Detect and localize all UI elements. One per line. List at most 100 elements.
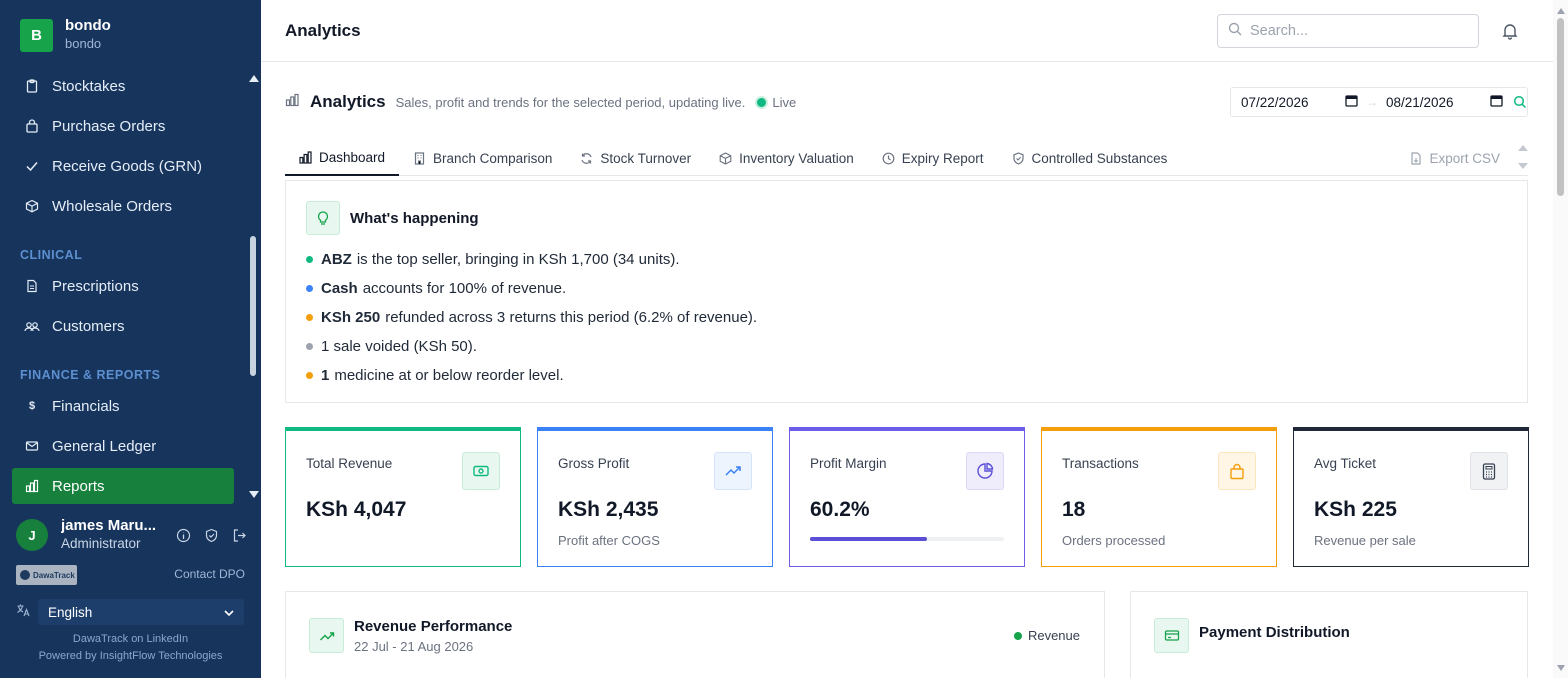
bell-icon[interactable]	[1499, 20, 1521, 42]
kpi-label: Profit Margin	[810, 456, 887, 471]
date-from-input[interactable]: 07/22/2026	[1241, 94, 1358, 110]
payment-distribution-panel: Payment Distribution	[1130, 591, 1528, 678]
tab-controlled-substances[interactable]: Controlled Substances	[998, 140, 1182, 176]
powered-by[interactable]: Powered by InsightFlow Technologies	[38, 650, 223, 662]
page-scroll-down[interactable]	[1557, 665, 1565, 671]
logout-icon[interactable]	[229, 525, 249, 545]
tab-label: Branch Comparison	[433, 150, 553, 166]
brand[interactable]: B bondo bondo	[20, 17, 111, 53]
kpi-value: KSh 4,047	[306, 498, 407, 521]
tab-expiry-report[interactable]: Expiry Report	[868, 140, 998, 176]
insights-title: What's happening	[350, 209, 479, 227]
building-icon	[413, 151, 426, 165]
insights-list: ABZ is the top seller, bringing in KSh 1…	[306, 245, 757, 390]
chart-icon	[285, 93, 300, 112]
scroll-up-arrow[interactable]	[249, 75, 259, 82]
sidebar-nav: Stocktakes Purchase Orders Receive Goods…	[12, 68, 234, 508]
tabs-scroll-arrows[interactable]	[1518, 145, 1528, 171]
list-item: 1 sale voided (KSh 50).	[306, 332, 757, 361]
calendar-icon[interactable]	[1490, 94, 1503, 110]
insight-highlight: 1	[321, 367, 330, 384]
tab-label: Controlled Substances	[1031, 150, 1168, 166]
calculator-icon	[1470, 452, 1508, 490]
date-to-input[interactable]: 08/21/2026	[1386, 94, 1503, 110]
kpi-subtext: Profit after COGS	[558, 533, 660, 548]
search-icon	[1228, 22, 1242, 41]
credit-card-icon	[1154, 618, 1189, 653]
search-input[interactable]	[1250, 23, 1470, 39]
shield-icon	[1012, 151, 1025, 165]
live-indicator-dot	[757, 97, 767, 107]
language-select[interactable]: English	[38, 599, 244, 625]
kpi-value: KSh 225	[1314, 498, 1397, 521]
tab-branch-comparison[interactable]: Branch Comparison	[399, 140, 566, 176]
kpi-card-transactions: Transactions 18 Orders processed	[1041, 427, 1277, 567]
sidebar-item-label: Financials	[52, 397, 120, 415]
users-icon	[24, 318, 40, 334]
kpi-label: Total Revenue	[306, 456, 393, 471]
sidebar-item-customers[interactable]: Customers	[12, 308, 234, 344]
brand-logo: B	[20, 18, 53, 52]
tab-dashboard[interactable]: Dashboard	[285, 140, 400, 176]
user-role: Administrator	[61, 536, 141, 551]
page-scroll-up[interactable]	[1557, 8, 1565, 14]
shopping-bag-icon	[1218, 452, 1256, 490]
sidebar-item-wholesale-orders[interactable]: Wholesale Orders	[12, 188, 234, 224]
shield-check-icon[interactable]	[201, 525, 221, 545]
scroll-down-arrow[interactable]	[249, 491, 259, 498]
user-profile: J james Maru... Administrator	[16, 517, 252, 553]
tabs-scroll-up[interactable]	[1518, 145, 1528, 151]
page-scrollbar[interactable]	[1553, 0, 1568, 678]
info-icon[interactable]	[173, 525, 193, 545]
kpi-value: KSh 2,435	[558, 498, 659, 521]
sidebar-section-finance: FINANCE & REPORTS	[20, 368, 161, 382]
check-icon	[24, 158, 40, 174]
kpi-subtext: Revenue per sale	[1314, 533, 1416, 548]
sidebar-item-label: Prescriptions	[52, 277, 139, 295]
export-csv-button[interactable]: Export CSV	[1410, 140, 1500, 176]
tab-label: Inventory Valuation	[739, 150, 854, 166]
date-to-value: 08/21/2026	[1386, 94, 1454, 110]
search-box[interactable]	[1217, 14, 1479, 48]
sidebar-item-stocktakes[interactable]: Stocktakes	[12, 68, 234, 104]
insight-highlight: Cash	[321, 280, 358, 297]
dollar-icon: $	[28, 400, 36, 412]
contact-dpo-link[interactable]: Contact DPO	[174, 567, 245, 581]
sidebar-item-receive-goods[interactable]: Receive Goods (GRN)	[12, 148, 234, 184]
insight-text: 1 sale voided (KSh 50).	[321, 338, 477, 355]
chart-icon	[24, 478, 40, 494]
sidebar-section-clinical: CLINICAL	[20, 248, 83, 262]
sidebar-item-financials[interactable]: $ Financials	[12, 388, 234, 424]
kpi-subtext: Orders processed	[1062, 533, 1166, 548]
bullet-dot	[306, 285, 313, 292]
clipboard-icon	[24, 78, 40, 94]
sidebar-scrollbar[interactable]	[247, 72, 259, 500]
mail-icon	[24, 438, 40, 454]
page-scroll-thumb[interactable]	[1557, 18, 1564, 196]
sidebar-scroll-thumb[interactable]	[250, 236, 256, 376]
calendar-icon[interactable]	[1345, 94, 1358, 110]
lightbulb-icon	[306, 201, 340, 235]
sidebar-item-purchase-orders[interactable]: Purchase Orders	[12, 108, 234, 144]
tabs-scroll-down[interactable]	[1518, 163, 1528, 169]
language-value: English	[48, 604, 93, 620]
sidebar-item-reports[interactable]: Reports	[12, 468, 234, 504]
panel-title: Revenue Performance	[354, 618, 513, 635]
kpi-card-avg-ticket: Avg Ticket KSh 225 Revenue per sale	[1293, 427, 1529, 567]
sidebar-item-label: Receive Goods (GRN)	[52, 157, 203, 175]
top-bar: Analytics	[261, 0, 1553, 62]
sidebar-item-label: Wholesale Orders	[52, 197, 173, 215]
legend-label: Revenue	[1027, 628, 1080, 643]
insight-highlight: KSh 250	[321, 309, 381, 326]
sidebar-item-prescriptions[interactable]: Prescriptions	[12, 268, 234, 304]
linkedin-link[interactable]: DawaTrack on LinkedIn	[72, 633, 189, 645]
tab-inventory-valuation[interactable]: Inventory Valuation	[705, 140, 868, 176]
tab-stock-turnover[interactable]: Stock Turnover	[566, 140, 705, 176]
tab-label: Expiry Report	[901, 150, 984, 166]
kpi-card-gross-profit: Gross Profit KSh 2,435 Profit after COGS	[537, 427, 773, 567]
avatar[interactable]: J	[16, 519, 48, 551]
sidebar-item-general-ledger[interactable]: General Ledger	[12, 428, 234, 464]
search-icon[interactable]	[1513, 95, 1527, 109]
brand-name: bondo	[65, 17, 111, 34]
kpi-label: Transactions	[1062, 456, 1139, 471]
